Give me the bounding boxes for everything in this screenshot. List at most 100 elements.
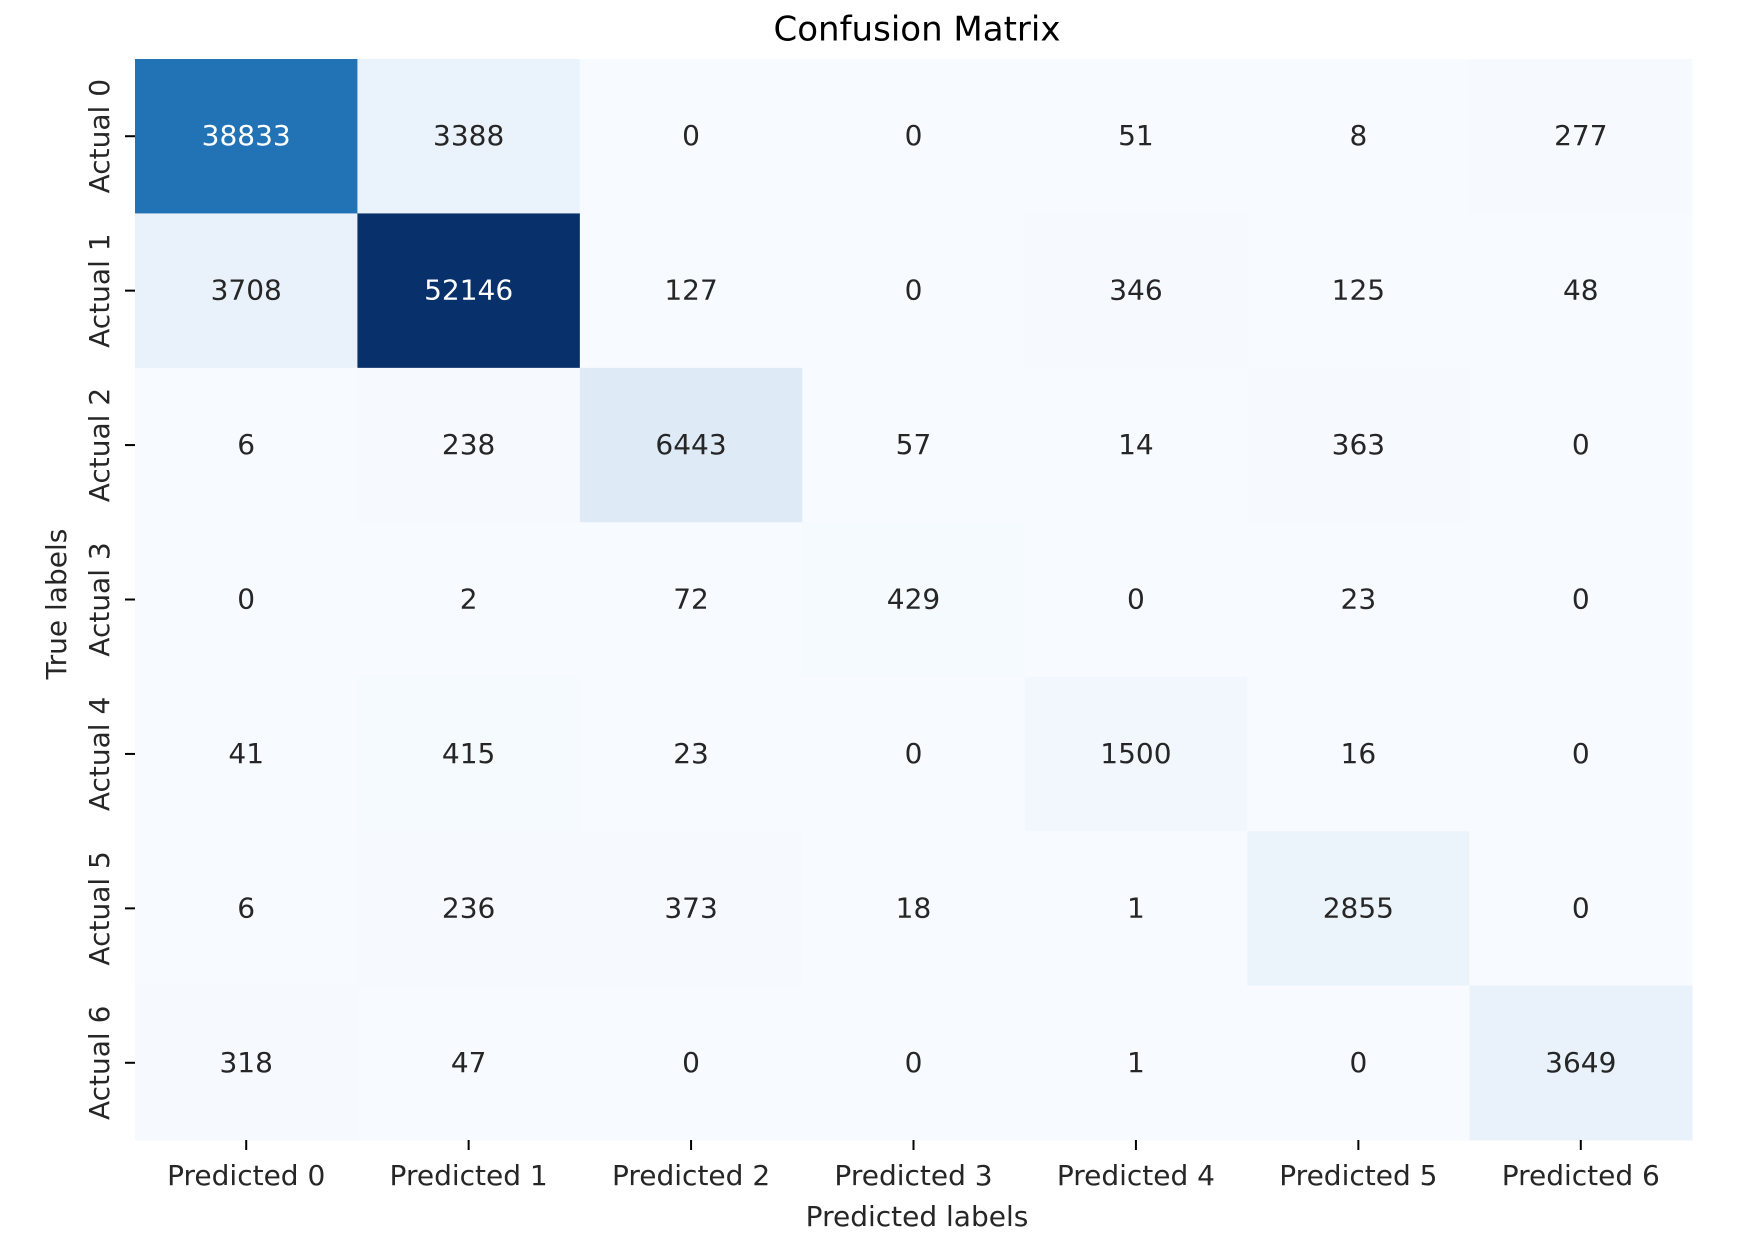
heatmap-cell-r2-c1 — [357, 367, 581, 523]
cell-value-r1-c4: 346 — [1109, 274, 1162, 307]
cell-value-r2-c6: 0 — [1572, 428, 1590, 461]
cell-value-r4-c4: 1500 — [1100, 737, 1171, 770]
heatmap-cell-r3-c3 — [802, 522, 1026, 678]
heatmap-cell-r3-c6 — [1469, 522, 1693, 678]
cell-value-r0-c1: 3388 — [433, 119, 504, 152]
heatmap-cell-r3-c5 — [1247, 522, 1471, 678]
cell-value-r4-c0: 41 — [228, 737, 264, 770]
y-tick-label-6: Actual 6 — [83, 1006, 116, 1120]
heatmap-cell-r5-c6 — [1469, 831, 1693, 987]
cell-value-r3-c5: 23 — [1341, 583, 1377, 616]
cell-value-r0-c6: 277 — [1554, 119, 1607, 152]
cell-value-r4-c6: 0 — [1572, 737, 1590, 770]
cell-value-r3-c6: 0 — [1572, 583, 1590, 616]
heatmap-cell-r3-c2 — [579, 522, 803, 678]
cell-value-r6-c0: 318 — [219, 1046, 272, 1079]
heatmap-cell-r4-c2 — [579, 676, 803, 832]
y-tick-label-0: Actual 0 — [83, 79, 116, 193]
x-tick-label-4: Predicted 4 — [1057, 1159, 1215, 1192]
cell-value-r2-c5: 363 — [1332, 428, 1385, 461]
x-tick-label-2: Predicted 2 — [612, 1159, 770, 1192]
heatmap-cell-r6-c0 — [135, 985, 359, 1141]
cell-value-r5-c3: 18 — [896, 891, 932, 924]
heatmap-cell-r6-c5 — [1247, 985, 1471, 1141]
heatmap-cell-r6-c4 — [1024, 985, 1248, 1141]
cell-value-r6-c6: 3649 — [1545, 1046, 1616, 1079]
heatmap-cell-r1-c1 — [357, 213, 581, 369]
cell-value-r0-c4: 51 — [1118, 119, 1154, 152]
cell-value-r3-c4: 0 — [1127, 583, 1145, 616]
heatmap-cell-r1-c6 — [1469, 213, 1693, 369]
x-tick-label-3: Predicted 3 — [834, 1159, 992, 1192]
cell-value-r5-c5: 2855 — [1323, 891, 1394, 924]
heatmap-cell-r2-c5 — [1247, 367, 1471, 523]
heatmap-cell-r0-c2 — [579, 59, 803, 215]
y-tick-label-4: Actual 4 — [83, 697, 116, 811]
cell-value-r5-c2: 373 — [664, 891, 717, 924]
heatmap-cell-r1-c2 — [579, 213, 803, 369]
heatmap-cell-r2-c6 — [1469, 367, 1693, 523]
x-axis-ticks: Predicted 0 Predicted 1 Predicted 2 Predict… — [167, 1140, 1660, 1192]
heatmap-cell-r0-c5 — [1247, 59, 1471, 215]
heatmap-cell-r2-c4 — [1024, 367, 1248, 523]
cell-value-r4-c2: 23 — [673, 737, 709, 770]
heatmap-cell-r3-c1 — [357, 522, 581, 678]
x-axis-label: Predicted labels — [806, 1200, 1029, 1233]
heatmap-cell-r0-c3 — [802, 59, 1026, 215]
heatmap-cell-r2-c2 — [579, 367, 803, 523]
heatmap-cell-r0-c4 — [1024, 59, 1248, 215]
y-tick-label-2: Actual 2 — [83, 388, 116, 502]
cell-value-r3-c0: 0 — [237, 583, 255, 616]
cell-value-r3-c3: 429 — [887, 583, 940, 616]
heatmap-cell-r0-c6 — [1469, 59, 1693, 215]
cell-value-r3-c2: 72 — [673, 583, 709, 616]
cell-value-r6-c2: 0 — [682, 1046, 700, 1079]
heatmap-cell-r5-c0 — [135, 831, 359, 987]
y-tick-label-3: Actual 3 — [83, 542, 116, 656]
cell-value-r5-c4: 1 — [1127, 891, 1145, 924]
y-tick-label-5: Actual 5 — [83, 851, 116, 965]
heatmap-cell-r2-c3 — [802, 367, 1026, 523]
y-tick-label-1: Actual 1 — [83, 233, 116, 347]
cell-value-r1-c6: 48 — [1563, 274, 1599, 307]
heatmap-cell-r6-c1 — [357, 985, 581, 1141]
cell-value-r1-c1: 52146 — [424, 274, 513, 307]
cell-value-r5-c6: 0 — [1572, 891, 1590, 924]
cell-value-r6-c3: 0 — [905, 1046, 923, 1079]
heatmap-cells: 38833 3388 0 0 51 8 277 3708 52146 127 0 346 125 48 6 2… — [135, 59, 1693, 1141]
cell-value-r1-c2: 127 — [664, 274, 717, 307]
cell-value-r6-c4: 1 — [1127, 1046, 1145, 1079]
heatmap-cell-r1-c0 — [135, 213, 359, 369]
heatmap-cell-r0-c1 — [357, 59, 581, 215]
x-tick-label-6: Predicted 6 — [1502, 1159, 1660, 1192]
x-tick-label-5: Predicted 5 — [1279, 1159, 1437, 1192]
heatmap-cell-r4-c1 — [357, 676, 581, 832]
cell-value-r2-c0: 6 — [237, 428, 255, 461]
cell-value-r0-c2: 0 — [682, 119, 700, 152]
heatmap-cell-r4-c5 — [1247, 676, 1471, 832]
cell-value-r2-c4: 14 — [1118, 428, 1154, 461]
cell-value-r2-c1: 238 — [442, 428, 495, 461]
heatmap-cell-r6-c3 — [802, 985, 1026, 1141]
cell-value-r5-c0: 6 — [237, 891, 255, 924]
cell-value-r1-c5: 125 — [1332, 274, 1385, 307]
chart-title: Confusion Matrix — [774, 10, 1061, 50]
heatmap-cell-r1-c5 — [1247, 213, 1471, 369]
cell-value-r3-c1: 2 — [460, 583, 478, 616]
heatmap-cell-r1-c3 — [802, 213, 1026, 369]
heatmap-cell-r1-c4 — [1024, 213, 1248, 369]
heatmap-cell-r3-c4 — [1024, 522, 1248, 678]
x-tick-label-1: Predicted 1 — [390, 1159, 548, 1192]
cell-value-r6-c1: 47 — [451, 1046, 487, 1079]
cell-value-r1-c3: 0 — [905, 274, 923, 307]
heatmap-cell-r5-c4 — [1024, 831, 1248, 987]
cell-value-r5-c1: 236 — [442, 891, 495, 924]
heatmap-cell-r5-c2 — [579, 831, 803, 987]
heatmap-cell-r4-c6 — [1469, 676, 1693, 832]
heatmap-cell-r0-c0 — [135, 59, 359, 215]
cell-value-r0-c3: 0 — [905, 119, 923, 152]
heatmap-cell-r6-c2 — [579, 985, 803, 1141]
cell-value-r6-c5: 0 — [1349, 1046, 1367, 1079]
cell-value-r2-c3: 57 — [896, 428, 932, 461]
